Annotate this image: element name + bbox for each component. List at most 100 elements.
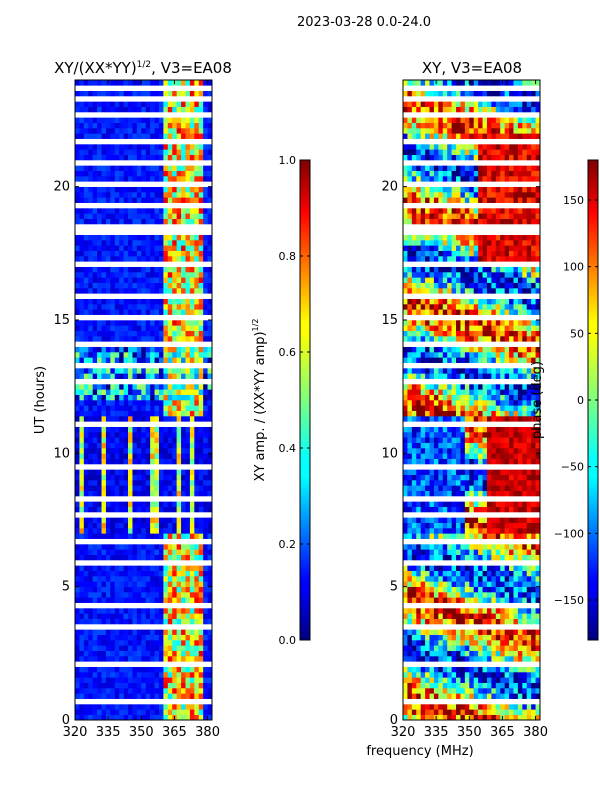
heatmap-cell bbox=[460, 544, 466, 550]
heatmap-cell bbox=[114, 373, 120, 379]
heatmap-cell bbox=[119, 522, 124, 529]
heatmap-cell bbox=[416, 448, 421, 454]
heatmap-cell bbox=[460, 474, 466, 481]
heatmap-cell bbox=[79, 426, 85, 433]
heatmap-cell bbox=[451, 586, 457, 593]
heatmap-cell bbox=[150, 368, 155, 374]
heatmap-cell bbox=[185, 581, 191, 587]
heatmap-cell bbox=[531, 373, 536, 379]
heatmap-cell bbox=[110, 554, 116, 561]
heatmap-cell bbox=[158, 517, 164, 523]
heatmap-cell bbox=[181, 266, 186, 273]
heatmap-cell bbox=[88, 586, 93, 593]
heatmap-cell bbox=[403, 597, 408, 603]
heatmap-cell bbox=[425, 677, 430, 683]
heatmap-cell bbox=[411, 709, 417, 715]
heatmap-cell bbox=[119, 373, 124, 379]
heatmap-cell bbox=[114, 245, 120, 251]
heatmap-cell bbox=[531, 528, 536, 534]
heatmap-cell bbox=[517, 613, 523, 619]
heatmap-cell bbox=[75, 394, 80, 401]
heatmap-cell bbox=[411, 528, 417, 534]
heatmap-cell bbox=[403, 432, 408, 438]
heatmap-cell bbox=[105, 165, 111, 171]
heatmap-cell bbox=[181, 608, 186, 614]
heatmap-cell bbox=[447, 416, 452, 422]
heatmap-cell bbox=[114, 645, 120, 651]
heatmap-cell bbox=[136, 192, 142, 198]
heatmap-cell bbox=[176, 506, 182, 513]
heatmap-cell bbox=[79, 506, 85, 513]
heatmap-cell bbox=[114, 629, 120, 635]
heatmap-cell bbox=[158, 90, 164, 97]
heatmap-cell bbox=[469, 570, 475, 577]
heatmap-cell bbox=[513, 650, 519, 657]
heatmap-cell bbox=[119, 389, 124, 395]
heatmap-cell bbox=[88, 533, 93, 539]
heatmap-cell bbox=[92, 213, 98, 219]
heatmap-cell bbox=[416, 325, 421, 331]
heatmap-cell bbox=[509, 672, 514, 678]
heatmap-cell bbox=[194, 629, 200, 635]
heatmap-cell bbox=[500, 357, 505, 363]
heatmap-cell bbox=[460, 400, 466, 406]
heatmap-cell bbox=[176, 448, 182, 454]
heatmap-cell bbox=[407, 549, 413, 555]
heatmap-cell bbox=[88, 154, 93, 161]
heatmap-cell bbox=[163, 352, 169, 358]
heatmap-cell bbox=[486, 608, 492, 614]
heatmap-cell bbox=[158, 549, 164, 555]
heatmap-cell bbox=[136, 144, 142, 150]
heatmap-cell bbox=[531, 346, 536, 353]
heatmap-cell bbox=[136, 122, 142, 129]
heatmap-cell bbox=[75, 144, 80, 150]
heatmap-cell bbox=[469, 672, 475, 678]
heatmap-cell bbox=[513, 469, 519, 475]
heatmap-cell bbox=[513, 373, 519, 379]
heatmap-cell bbox=[119, 453, 124, 459]
heatmap-cell bbox=[456, 549, 461, 555]
heatmap-cell bbox=[438, 629, 444, 635]
heatmap-cell bbox=[429, 405, 435, 411]
heatmap-cell bbox=[531, 709, 536, 715]
heatmap-cell bbox=[194, 186, 200, 193]
amplitude-panel: XY/(XX*YY)1/2, V3=EA08 320 335 350 365 38005… bbox=[33, 59, 232, 740]
heatmap-cell bbox=[500, 426, 505, 433]
heatmap-cell bbox=[491, 320, 497, 326]
heatmap-cell bbox=[522, 384, 528, 390]
heatmap-cell bbox=[158, 544, 164, 550]
heatmap-cell bbox=[163, 176, 169, 182]
gap-row bbox=[75, 96, 212, 102]
heatmap-cell bbox=[141, 677, 147, 683]
heatmap-cell bbox=[110, 256, 116, 262]
heatmap-cell bbox=[101, 336, 107, 342]
heatmap-cell bbox=[97, 490, 102, 497]
heatmap-cell bbox=[486, 533, 492, 539]
heatmap-cell bbox=[203, 469, 208, 475]
heatmap-cell bbox=[509, 490, 514, 497]
heatmap-cell bbox=[114, 474, 120, 481]
heatmap-cell bbox=[407, 480, 413, 486]
heatmap-cell bbox=[110, 186, 116, 193]
heatmap-cell bbox=[460, 389, 466, 395]
heatmap-cell bbox=[185, 266, 191, 273]
heatmap-cell bbox=[172, 325, 177, 331]
heatmap-cell bbox=[101, 373, 107, 379]
heatmap-cell bbox=[141, 501, 147, 507]
heatmap-cell bbox=[203, 597, 208, 603]
heatmap-cell bbox=[150, 688, 155, 694]
heatmap-cell bbox=[438, 586, 444, 593]
heatmap-cell bbox=[451, 400, 457, 406]
heatmap-cell bbox=[119, 352, 124, 358]
heatmap-cell bbox=[158, 437, 164, 443]
heatmap-cell bbox=[194, 501, 200, 507]
heatmap-cell bbox=[504, 672, 510, 678]
heatmap-cell bbox=[114, 549, 120, 555]
heatmap-cell bbox=[407, 581, 413, 587]
heatmap-cell bbox=[456, 384, 461, 390]
heatmap-cell bbox=[110, 597, 116, 603]
heatmap-cell bbox=[469, 592, 475, 598]
heatmap-cell bbox=[83, 298, 89, 305]
heatmap-cell bbox=[198, 666, 204, 673]
heatmap-cell bbox=[203, 688, 208, 694]
